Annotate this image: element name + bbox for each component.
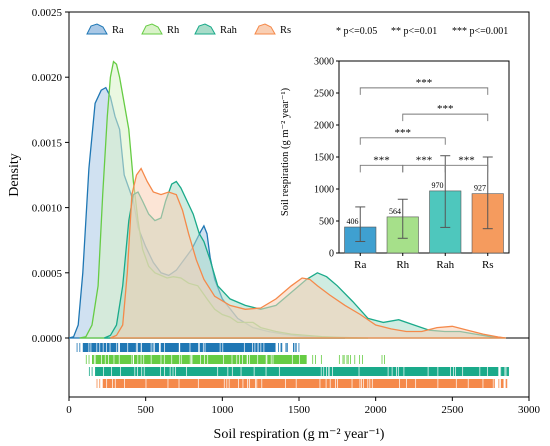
rug-band-rs: [102, 379, 493, 388]
inset-value-label: 927: [474, 184, 486, 193]
x-tick-label: 1000: [211, 404, 234, 416]
significance-legend: * p<=0.05 ** p<=0.01 *** p<=0.001: [336, 26, 508, 37]
sig-legend-p001: *** p<=0.001: [452, 26, 508, 37]
rug-rs: [96, 379, 508, 388]
x-tick-label: 1500: [288, 404, 311, 416]
sig-bracket-rh-rs: ***: [402, 103, 489, 122]
legend-label: Rs: [280, 25, 291, 36]
legend-item-rh: Rh: [141, 23, 180, 36]
inset-bar-chart: Soil respiration (g m⁻² year⁻¹) 0 500 1000…: [280, 57, 510, 271]
rug-band-rh: [92, 355, 307, 364]
inset-category-label: Ra: [354, 259, 366, 271]
sig-legend-p05: * p<=0.05: [336, 26, 377, 37]
x-axis-title: Soil respiration (g m⁻² year⁻¹): [214, 427, 385, 442]
sig-label: ***: [373, 154, 390, 166]
sig-label: ***: [416, 154, 433, 166]
legend: Ra Rh Rah Rs: [86, 23, 291, 36]
inset-value-label: 406: [347, 217, 359, 226]
legend-item-rah: Rah: [194, 23, 238, 36]
legend-swatch: [254, 23, 276, 35]
sig-legend-p01: ** p<=0.01: [391, 26, 437, 37]
legend-swatch: [86, 23, 108, 35]
inset-y-tick-label: 2500: [314, 89, 334, 100]
legend-label: Rh: [167, 25, 180, 36]
rug-rh: [85, 355, 385, 364]
y-tick-label: 0.0010: [32, 203, 63, 215]
sig-label: ***: [395, 127, 412, 139]
inset-category-label: Rs: [482, 259, 494, 271]
x-tick-label: 500: [137, 404, 154, 416]
x-tick-label: 0: [66, 404, 72, 416]
density-area-rs: [110, 167, 507, 339]
inset-category-label: Rah: [436, 259, 454, 271]
main-axes: 0 500 1000 1500 2000 2500 3000 0.0000 0.0005 0.00…: [32, 7, 541, 416]
legend-label: Ra: [112, 25, 124, 36]
y-axis-title: Density: [7, 153, 22, 197]
x-tick-label: 3000: [518, 404, 541, 416]
legend-item-rs: Rs: [254, 23, 291, 36]
sig-bracket-ra-rah: ***: [359, 127, 446, 145]
y-tick-label: 0.0005: [32, 268, 63, 280]
y-tick-label: 0.0000: [32, 333, 63, 345]
rug-band-rah: [95, 367, 499, 376]
y-tick-label: 0.0015: [32, 137, 63, 149]
inset-y-tick-label: 0: [329, 249, 334, 260]
legend-swatch: [141, 23, 163, 35]
inset-category-label: Rh: [396, 259, 409, 271]
inset-y-axis-title: Soil respiration (g m⁻² year⁻¹): [280, 87, 291, 216]
inset-y-tick-label: 2000: [314, 121, 334, 132]
inset-y-tick-label: 1500: [314, 153, 334, 164]
sig-label: ***: [416, 77, 433, 89]
inset-value-label: 564: [389, 207, 401, 216]
sig-label: ***: [437, 103, 454, 115]
legend-item-ra: Ra: [86, 23, 124, 36]
x-tick-label: 2500: [441, 404, 464, 416]
x-tick-label: 2000: [365, 404, 388, 416]
density-areas: [68, 60, 507, 339]
sig-bracket-rah-rs: ***: [444, 154, 489, 173]
inset-value-label: 970: [432, 181, 444, 190]
rug-strips: [76, 343, 510, 388]
rug-rah: [88, 367, 510, 376]
y-tick-label: 0.0025: [32, 7, 63, 19]
sig-bracket-ra-rs: ***: [359, 77, 489, 95]
rug-ra: [76, 343, 300, 352]
inset-y-tick-label: 500: [319, 217, 334, 228]
inset-y-tick-label: 1000: [314, 185, 334, 196]
legend-label: Rah: [220, 25, 238, 36]
sig-label: ***: [458, 154, 475, 166]
legend-swatch: [194, 23, 216, 35]
y-tick-label: 0.0020: [32, 72, 63, 84]
inset-y-tick-label: 3000: [314, 57, 334, 68]
